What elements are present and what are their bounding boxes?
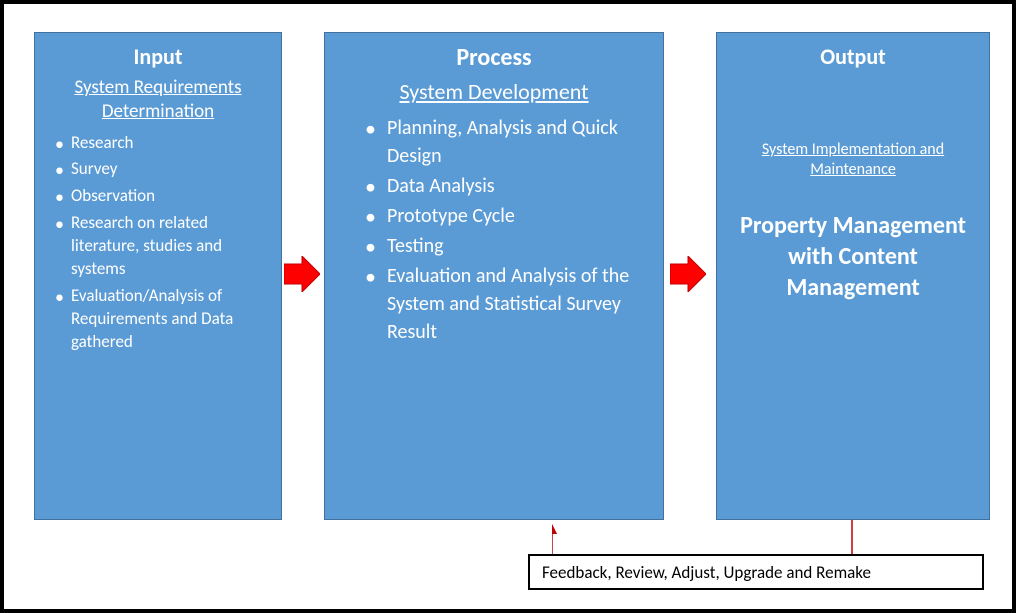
- list-item: Research on related literature, studies …: [71, 212, 267, 281]
- list-item: Research: [71, 132, 267, 155]
- list-item: Evaluation and Analysis of the System an…: [387, 262, 649, 346]
- arrow-icon: [670, 256, 706, 292]
- process-items: Planning, Analysis and Quick Design Data…: [339, 114, 649, 346]
- feedback-label: Feedback, Review, Adjust, Upgrade and Re…: [542, 562, 871, 583]
- process-title: Process: [339, 43, 649, 72]
- list-item: Observation: [71, 185, 267, 208]
- input-box: Input System Requirements Determination …: [34, 32, 282, 520]
- input-subtitle: System Requirements Determination: [49, 76, 267, 124]
- process-box: Process System Development Planning, Ana…: [324, 32, 664, 520]
- output-title: Output: [731, 43, 975, 70]
- input-items: Research Survey Observation Research on …: [49, 132, 267, 354]
- output-box: Output System Implementation and Mainten…: [716, 32, 990, 520]
- process-subtitle: System Development: [339, 78, 649, 106]
- output-subtitle: System Implementation and Maintenance: [731, 140, 975, 180]
- feedback-box: Feedback, Review, Adjust, Upgrade and Re…: [528, 554, 984, 590]
- output-main-text: Property Management with Content Managem…: [731, 210, 975, 304]
- arrow-icon: [284, 256, 320, 292]
- list-item: Planning, Analysis and Quick Design: [387, 114, 649, 170]
- list-item: Evaluation/Analysis of Requirements and …: [71, 285, 267, 354]
- list-item: Testing: [387, 232, 649, 260]
- list-item: Data Analysis: [387, 172, 649, 200]
- list-item: Prototype Cycle: [387, 202, 649, 230]
- list-item: Survey: [71, 158, 267, 181]
- diagram-frame: Input System Requirements Determination …: [0, 0, 1016, 613]
- input-title: Input: [49, 43, 267, 70]
